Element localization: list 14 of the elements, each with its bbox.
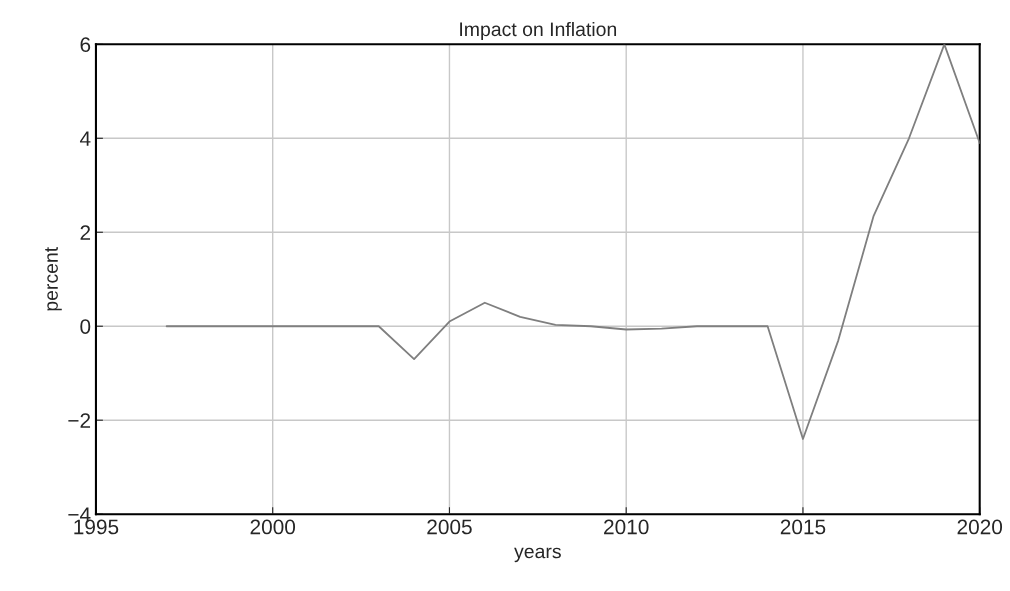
line-series — [165, 44, 980, 440]
y-tick-label: 2 — [80, 225, 91, 240]
x-tick-label: 2015 — [780, 519, 826, 535]
y-tick-label: 4 — [79, 131, 91, 146]
chart-title: Impact on Inflation — [460, 21, 617, 41]
x-tick-label: 2000 — [250, 519, 296, 535]
y-tick-label: 6 — [80, 37, 91, 53]
y-tick-label: 0 — [80, 319, 91, 334]
x-tick-label: 2005 — [427, 519, 472, 535]
y-axis-title: percent — [45, 246, 62, 311]
x-tick-label: 2010 — [604, 519, 649, 535]
x-tick-label: 2020 — [957, 519, 1003, 535]
y-tick-label: −2 — [68, 413, 91, 428]
x-axis-title: years — [514, 547, 561, 563]
